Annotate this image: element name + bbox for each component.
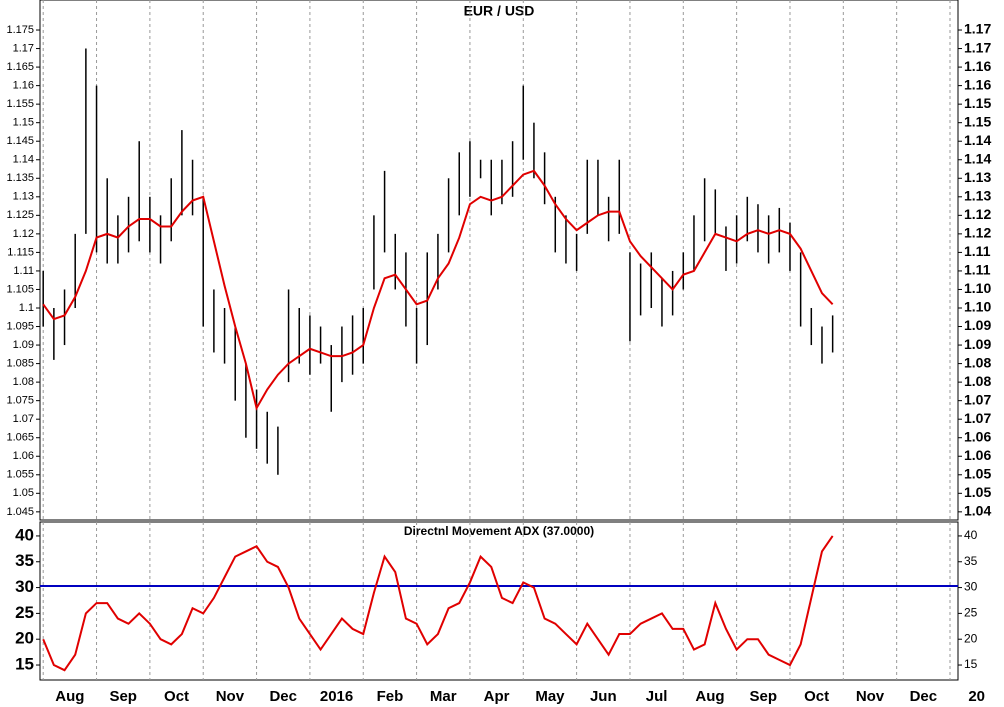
y2-tick-label: 1.10 [964,299,991,315]
y2-tick-label: 1.07 [964,410,991,426]
y2-tick-label: 35 [964,554,978,568]
y2-tick-label: 1.12 [964,206,991,222]
y-tick-label: 1.14 [13,154,34,166]
y2-tick-label: 30 [964,580,978,594]
y2-tick-label: 1.15 [964,95,991,111]
y-tick-label: 1.045 [6,506,34,518]
y-tick-label: 40 [15,525,34,544]
x-tick-label: Feb [377,688,404,705]
y2-tick-label: 1.12 [964,225,991,241]
y2-tick-label: 1.05 [964,484,991,500]
y2-tick-label: 1.09 [964,336,991,352]
x-tick-label: Nov [856,688,885,705]
adx-title: Directnl Movement ADX (37.0000) [404,524,594,538]
y-tick-label: 1.07 [13,413,34,425]
y2-tick-label: 1.16 [964,58,991,74]
x-tick-label: Apr [484,688,510,705]
y2-tick-label: 1.14 [964,150,991,166]
x-tick-label: Mar [430,688,457,705]
x-tick-label: Oct [164,688,189,705]
y-tick-label: 1.06 [13,450,34,462]
y2-tick-label: 1.15 [964,113,991,129]
x-tick-label: Sep [109,688,137,705]
x-tick-label: Aug [55,688,84,705]
x-tick-label: Sep [750,688,778,705]
y-tick-label: 1.065 [6,432,34,444]
y-tick-label: 1.05 [13,487,34,499]
y-tick-label: 1.105 [6,283,34,295]
y2-tick-label: 1.17 [964,21,991,37]
y2-tick-label: 20 [964,631,978,645]
y-tick-label: 20 [15,629,34,648]
x-tick-label: Dec [269,688,297,705]
y-tick-label: 1.12 [13,228,34,240]
y-tick-label: 1.155 [6,98,34,110]
y2-tick-label: 15 [964,657,978,671]
y2-tick-label: 1.05 [964,465,991,481]
y2-tick-label: 1.06 [964,447,991,463]
y-tick-label: 1.17 [13,42,34,54]
y2-tick-label: 1.11 [964,262,991,278]
y-tick-label: 1.1 [19,302,34,314]
x-tick-label: Jul [646,688,668,705]
y-tick-label: 15 [15,655,34,674]
x-tick-label: Jun [590,688,617,705]
y2-tick-label: 1.11 [964,243,991,259]
y-tick-label: 25 [15,603,34,622]
y-tick-label: 1.13 [13,191,34,203]
x-tick-label: Nov [216,688,245,705]
adx-line [42,535,834,672]
y-tick-label: 1.075 [6,395,34,407]
y-tick-label: 1.085 [6,357,34,369]
y-tick-label: 1.145 [6,135,34,147]
y2-tick-label: 1.16 [964,76,991,92]
y-tick-label: 1.095 [6,320,34,332]
y-tick-label: 1.055 [6,469,34,481]
y-tick-label: 1.115 [7,246,34,258]
x-tick-label: Oct [804,688,829,705]
y-tick-label: 1.125 [6,209,34,221]
y2-tick-label: 1.08 [964,373,991,389]
y-tick-label: 30 [15,577,34,596]
x-tick-label: May [535,688,565,705]
y2-tick-label: 1.06 [964,428,991,444]
x-tick-label: Dec [910,688,938,705]
y-tick-label: 1.11 [13,265,34,277]
y2-tick-label: 1.10 [964,280,991,296]
y-tick-label: 1.175 [6,24,34,36]
x-tick-label: 20 [968,688,985,705]
chart-title: EUR / USD [464,3,535,19]
y-tick-label: 1.08 [13,376,34,388]
y-tick-label: 1.09 [13,339,34,351]
y2-tick-label: 25 [964,606,978,620]
adx-panel [39,521,959,681]
y-tick-label: 1.135 [6,172,34,184]
y2-tick-label: 1.04 [964,503,991,519]
moving-average-line [42,169,834,411]
y-tick-label: 1.16 [13,80,34,92]
x-tick-label: 2016 [320,688,353,705]
y-tick-label: 1.15 [13,117,34,129]
y2-tick-label: 1.14 [964,132,991,148]
y2-tick-label: 1.08 [964,354,991,370]
y2-tick-label: 1.13 [964,188,991,204]
y2-tick-label: 1.17 [964,39,991,55]
price-panel [39,0,959,521]
y2-tick-label: 1.13 [964,169,991,185]
y2-tick-label: 1.09 [964,317,991,333]
y2-tick-label: 40 [964,528,978,542]
x-tick-label: Aug [695,688,724,705]
y2-tick-label: 1.07 [964,391,991,407]
y-tick-label: 1.165 [6,61,34,73]
y-tick-label: 35 [15,551,34,570]
